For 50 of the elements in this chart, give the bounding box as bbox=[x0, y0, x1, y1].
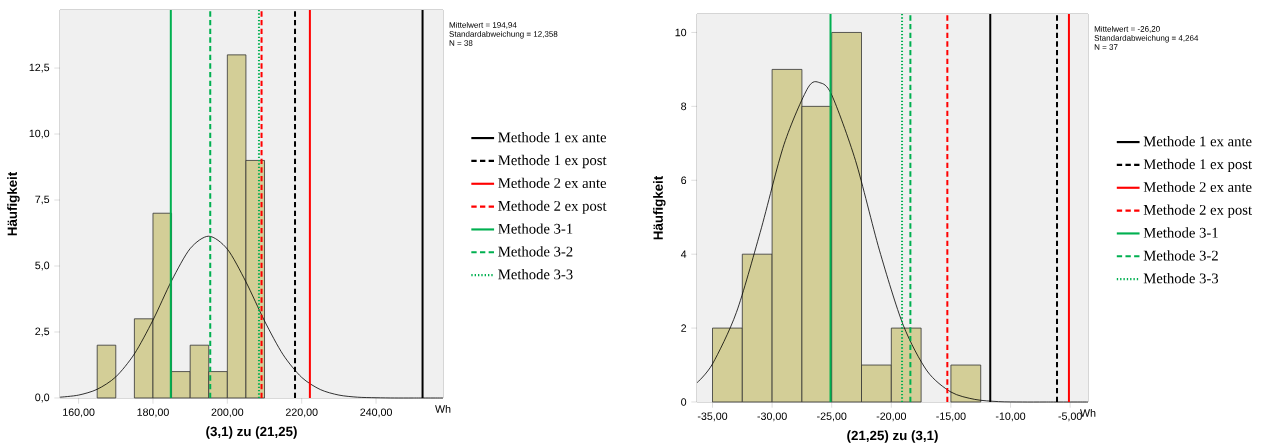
y-tick-label: 10 bbox=[675, 28, 687, 37]
x-tick-label: -5,00 bbox=[1058, 412, 1082, 422]
legend-label: Methode 3-2 bbox=[1143, 250, 1218, 261]
x-tick-label: 240,00 bbox=[360, 408, 392, 418]
y-tick-label: 5,0 bbox=[35, 261, 50, 271]
y-axis-title: Häufigkeit bbox=[653, 175, 666, 240]
x-tick-label: 180,00 bbox=[137, 408, 169, 418]
text: Wh bbox=[1080, 408, 1096, 417]
x-tick-label: -20,00 bbox=[876, 412, 907, 422]
text: N = 38 bbox=[449, 40, 473, 46]
legend-label: Methode 3-2 bbox=[498, 246, 573, 257]
text: Standardabweichung = 12,358 bbox=[449, 30, 558, 39]
legend-label: Methode 1 ex post bbox=[1143, 158, 1252, 173]
y-tick-label: 6 bbox=[681, 176, 687, 185]
legend-label: Methode 1 ex ante bbox=[498, 132, 607, 143]
text: Mittelwert = -26,20 bbox=[1094, 25, 1160, 33]
legend-label: Methode 1 ex ante bbox=[1143, 136, 1252, 147]
legend-label: Methode 2 ex post bbox=[1143, 204, 1252, 218]
legend-label: Methode 2 ex post bbox=[498, 200, 607, 214]
legend-label: Methode 2 ex ante bbox=[1143, 181, 1252, 192]
x-tick-label: 200,00 bbox=[211, 408, 244, 418]
text: Standardabweichung = 4,264 bbox=[1094, 34, 1199, 43]
legend-label: Methode 3-1 bbox=[1143, 227, 1218, 238]
x-tick-label: -25,00 bbox=[817, 412, 847, 422]
text: N = 37 bbox=[1094, 44, 1118, 50]
y-tick-label: 10,0 bbox=[29, 129, 50, 139]
y-tick-label: 0 bbox=[681, 398, 687, 406]
x-tick-label: 220,00 bbox=[285, 408, 318, 418]
x-axis-title: (3,1) zu (21,25) bbox=[206, 426, 297, 439]
x-tick-label: -30,00 bbox=[757, 412, 787, 422]
x-tick-label: -35,00 bbox=[697, 412, 728, 422]
y-tick-label: 8 bbox=[681, 102, 687, 111]
y-tick-label: 2,5 bbox=[35, 327, 50, 337]
legend-label: Methode 3-3 bbox=[1143, 273, 1219, 284]
legend-label: Methode 2 ex ante bbox=[498, 177, 607, 188]
y-tick-label: 0,0 bbox=[35, 393, 50, 403]
text: Mittelwert = 194,94 bbox=[449, 21, 517, 29]
y-tick-label: 7,5 bbox=[35, 195, 50, 205]
x-tick-label: 160,00 bbox=[63, 408, 95, 418]
y-tick-label: 4 bbox=[680, 250, 687, 258]
x-tick-label: -10,00 bbox=[995, 412, 1026, 422]
legend-label: Methode 3-3 bbox=[498, 269, 573, 280]
legend-label: Methode 3-1 bbox=[498, 223, 573, 234]
x-tick-label: -15,00 bbox=[936, 412, 966, 422]
y-tick-label: 2 bbox=[681, 324, 687, 332]
y-tick-label: 12,5 bbox=[29, 63, 50, 73]
y-axis-title: Häufigkeit bbox=[7, 171, 20, 236]
x-axis-title: (21,25) zu (3,1) bbox=[847, 430, 938, 443]
text: Wh bbox=[435, 404, 451, 413]
legend-label: Methode 1 ex post bbox=[498, 154, 607, 169]
